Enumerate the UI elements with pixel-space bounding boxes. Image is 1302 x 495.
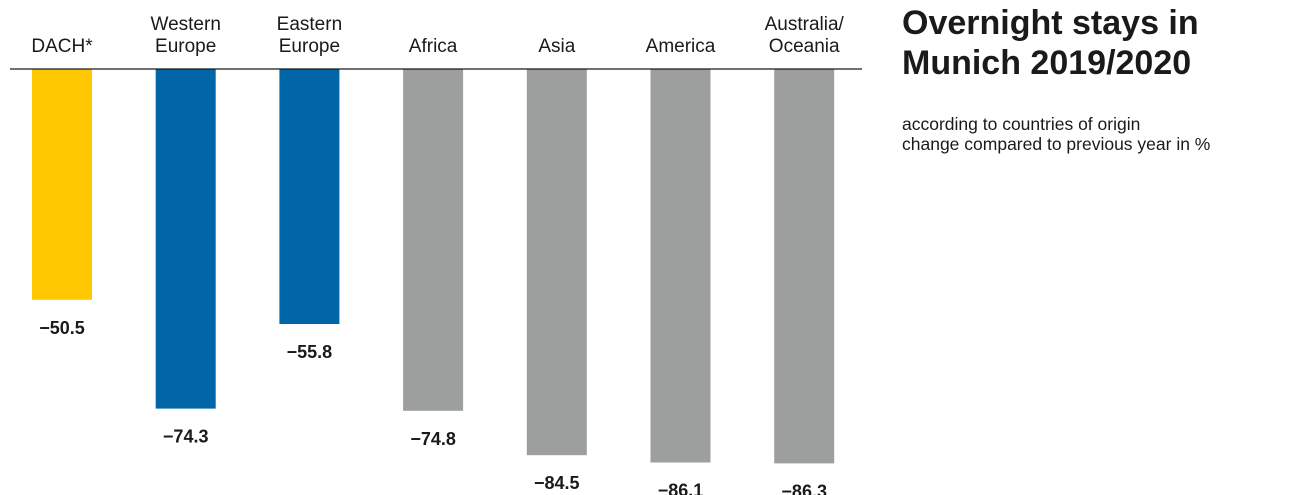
value-label-africa: −74.8 bbox=[410, 429, 456, 449]
chart-title: Overnight stays in Munich 2019/2020 bbox=[902, 4, 1199, 82]
bar-chart: DACH* Western Europe Eastern Europe Africa Asi… bbox=[10, 14, 862, 495]
title-block: Overnight stays in Munich 2019/2020 acco… bbox=[902, 0, 1292, 154]
bar-australia-oceania bbox=[774, 69, 835, 464]
category-label-america: America bbox=[646, 36, 716, 57]
bars-group bbox=[32, 69, 835, 464]
category-label-eastern-europe: Eastern Europe bbox=[277, 14, 342, 57]
category-label-africa: Africa bbox=[409, 36, 458, 57]
category-label-asia: Asia bbox=[538, 36, 575, 57]
value-label-asia: −84.5 bbox=[534, 473, 580, 493]
value-labels: −50.5 −74.3 −55.8 −74.8 −84.5 −86.1 −86.3 bbox=[39, 318, 827, 495]
value-label-australia-oceania: −86.3 bbox=[781, 481, 827, 495]
bar-dach bbox=[32, 69, 92, 300]
bar-asia bbox=[526, 69, 587, 456]
value-label-western-europe: −74.3 bbox=[163, 427, 209, 447]
bar-eastern-europe bbox=[279, 69, 340, 324]
category-label-western-europe: Western Europe bbox=[150, 14, 220, 57]
category-label-australia-oceania: Australia/Oceania bbox=[765, 14, 845, 57]
bar-america bbox=[650, 69, 711, 463]
category-label-dach: DACH* bbox=[31, 36, 93, 57]
bar-western-europe bbox=[155, 69, 216, 409]
category-labels: DACH* Western Europe Eastern Europe Africa Asi… bbox=[31, 14, 844, 57]
bar-africa bbox=[403, 69, 464, 411]
value-label-eastern-europe: −55.8 bbox=[287, 342, 333, 362]
value-label-america: −86.1 bbox=[658, 481, 704, 495]
value-label-dach: −50.5 bbox=[39, 318, 85, 338]
chart-subtitle: according to countries of origin change … bbox=[902, 114, 1211, 154]
